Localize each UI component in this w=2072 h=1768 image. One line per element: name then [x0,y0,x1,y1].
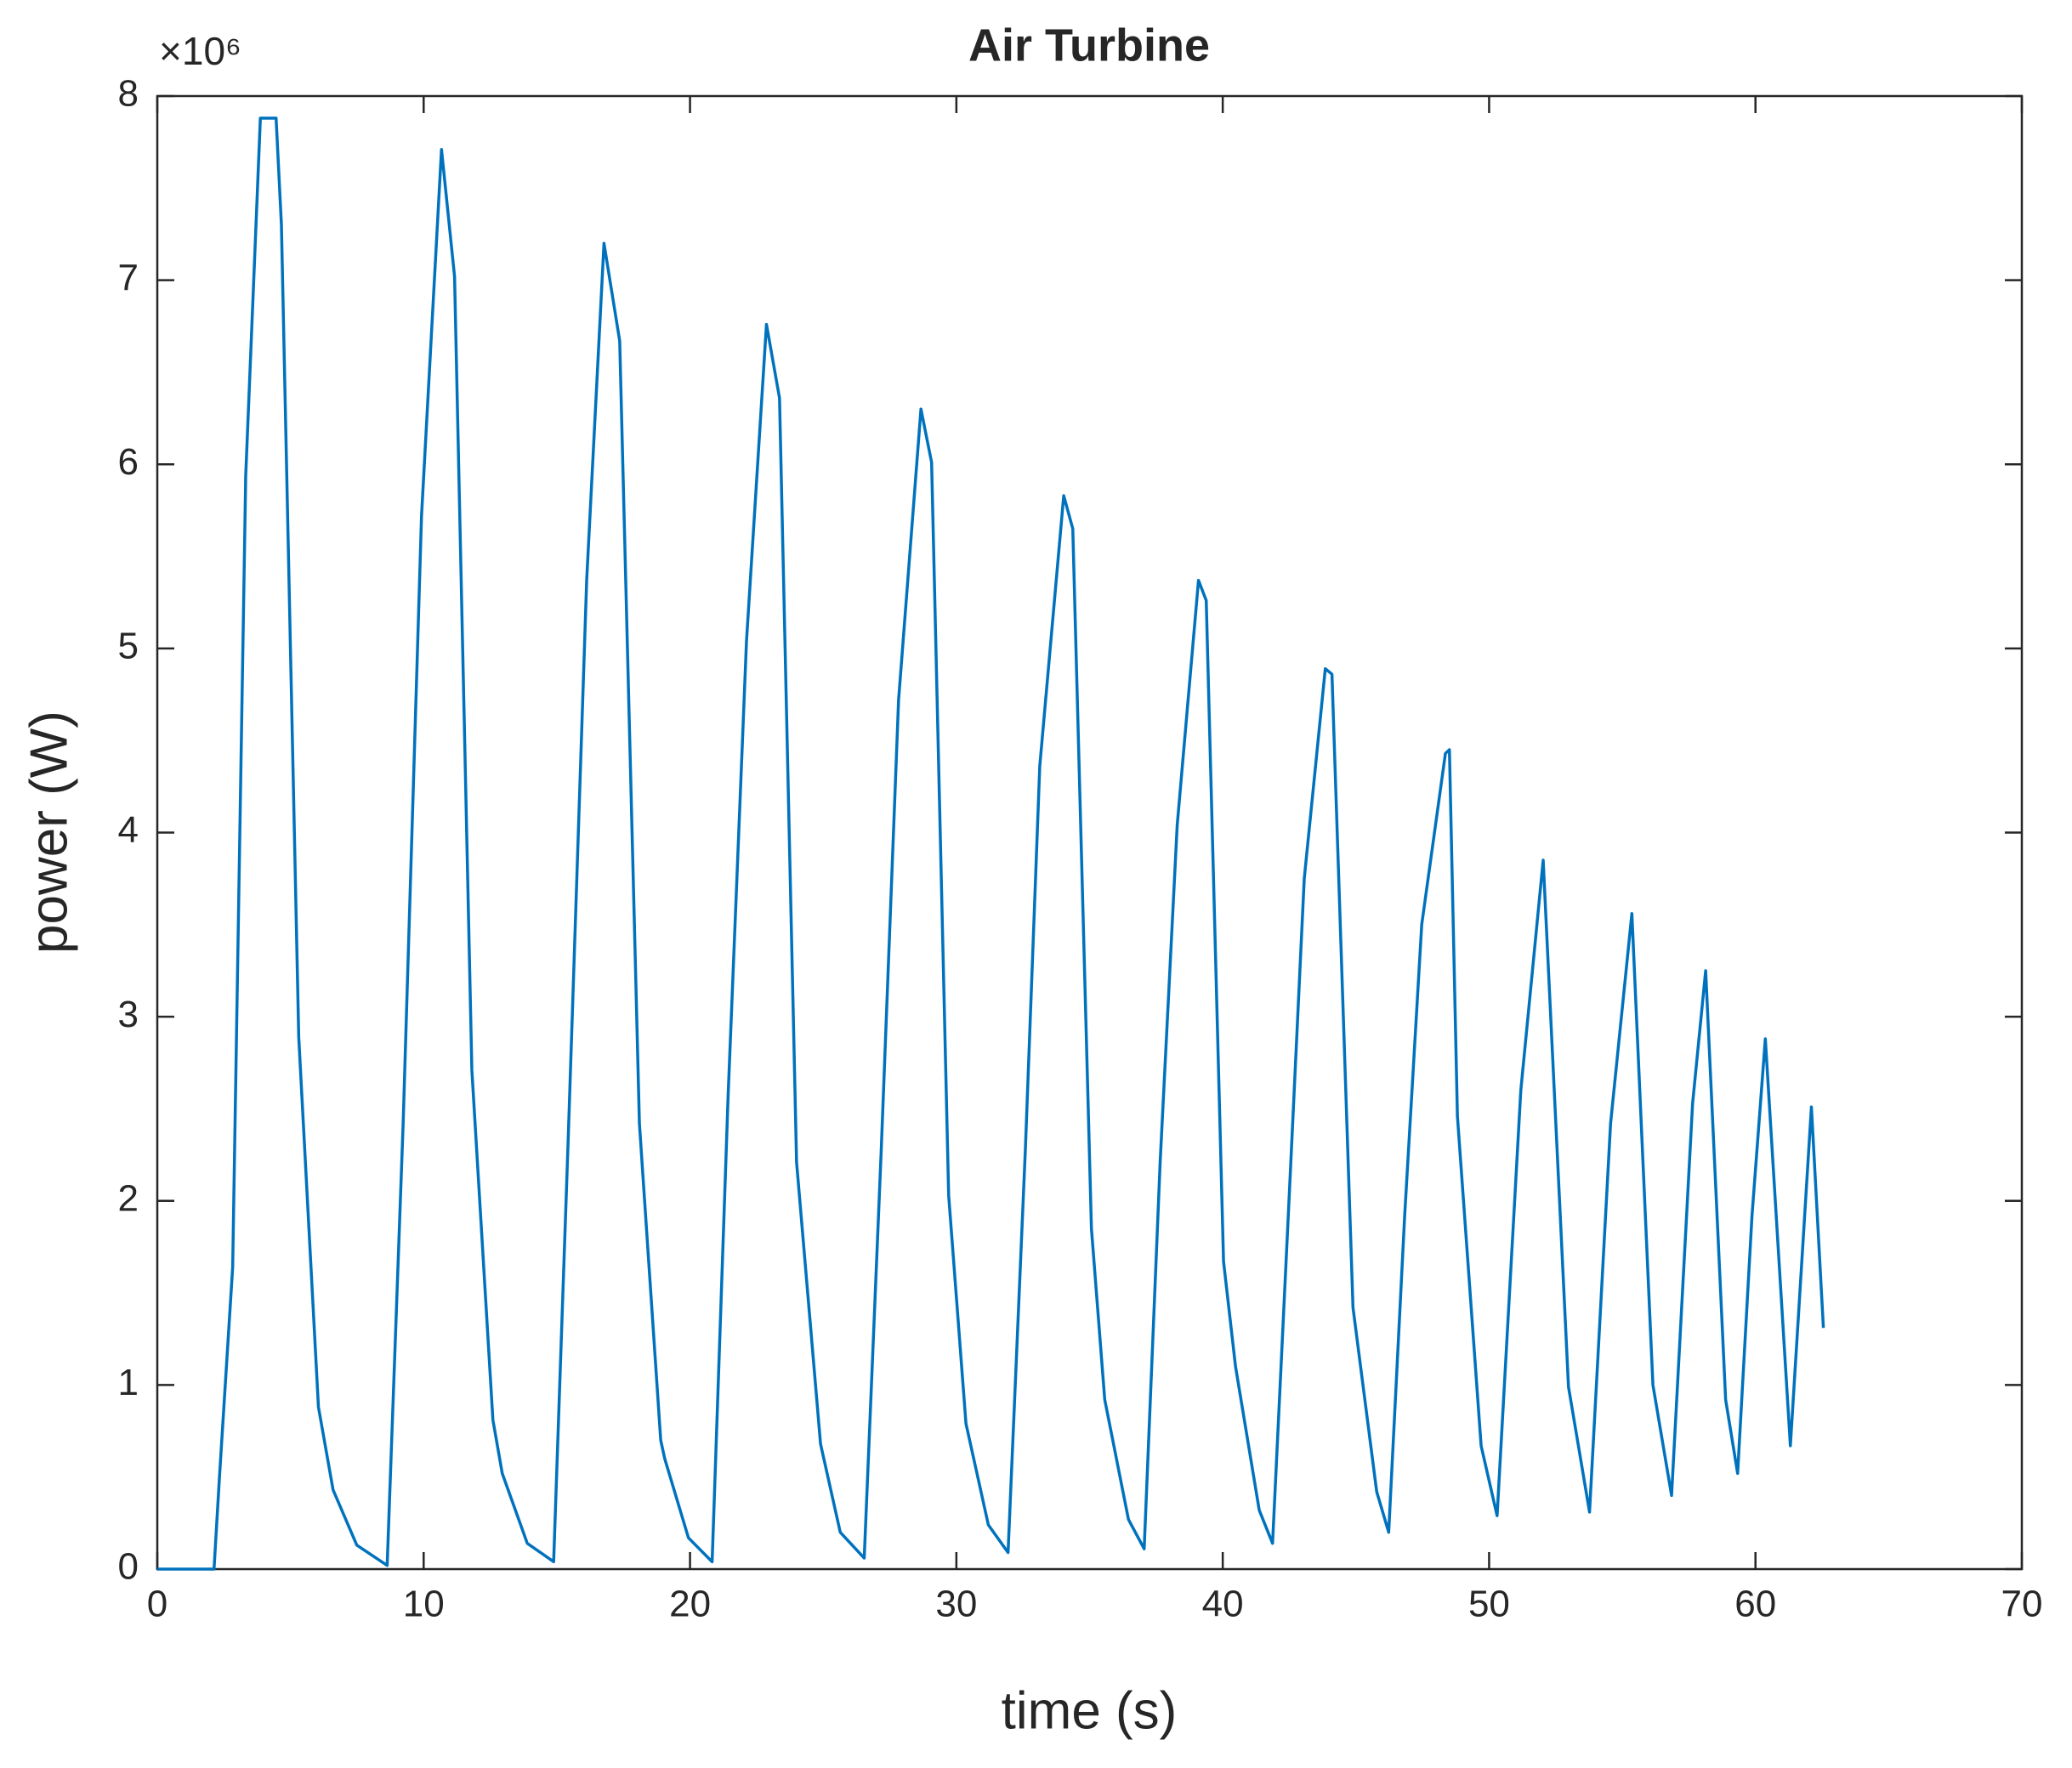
y-tick-label: 8 [118,73,139,115]
x-tick-label: 30 [935,1584,977,1625]
y-axis-label: power (W) [20,711,78,954]
x-tick-label: 70 [2001,1584,2043,1625]
x-tick-label: 0 [147,1584,167,1625]
x-tick-label: 50 [1468,1584,1510,1625]
x-tick-label: 60 [1734,1584,1776,1625]
y-tick-label: 6 [118,441,139,483]
plot-frame [156,94,2024,1571]
x-axis-label: time (s) [1002,1681,1178,1740]
y-tick-label: 4 [118,809,139,851]
y-tick-label: 1 [118,1362,139,1403]
y-tick-label: 2 [118,1177,139,1219]
y-tick-label: 0 [118,1546,139,1588]
chart-title: Air Turbine [968,20,1210,71]
x-tick-label: 10 [403,1584,445,1625]
x-tick-label: 20 [669,1584,711,1625]
data-line [157,116,1825,1571]
y-tick-label: 3 [118,994,139,1035]
y-tick-label: 7 [118,257,139,298]
y-tick-label: 5 [118,626,139,667]
x-tick-label: 40 [1202,1584,1244,1625]
y-multiplier: ×10⁶ [159,29,241,73]
